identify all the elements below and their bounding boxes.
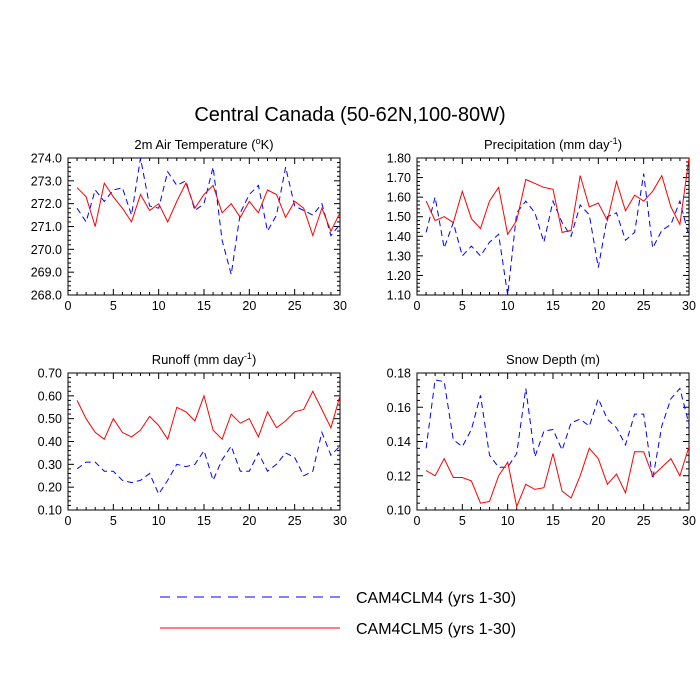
figure-title: Central Canada (50-62N,100-80W) bbox=[194, 104, 505, 126]
x-tick-label: 30 bbox=[333, 299, 347, 313]
y-tick-label: 274.0 bbox=[31, 152, 62, 166]
x-tick-label: 10 bbox=[152, 514, 166, 528]
x-tick-label: 20 bbox=[242, 514, 256, 528]
y-tick-label: 1.60 bbox=[387, 191, 411, 205]
x-tick-label: 15 bbox=[546, 299, 560, 313]
plot-frame bbox=[67, 372, 341, 511]
x-tick-label: 15 bbox=[546, 514, 560, 528]
panel-title-text: Precipitation (mm day bbox=[484, 137, 610, 152]
x-tick-label: 25 bbox=[637, 299, 651, 313]
x-tick-label: 10 bbox=[152, 299, 166, 313]
y-tick-label: 268.0 bbox=[31, 289, 62, 303]
y-tick-label: 273.0 bbox=[31, 174, 62, 188]
y-tick-label: 0.10 bbox=[38, 504, 62, 518]
x-tick-label: 0 bbox=[414, 514, 421, 528]
series-cam4clm5-line bbox=[76, 181, 340, 238]
panel-title: Runoff (mm day-1) bbox=[152, 351, 257, 367]
x-tick-label: 15 bbox=[197, 514, 211, 528]
panel-title: 2m Air Temperature (oK) bbox=[134, 136, 273, 152]
legend: CAM4CLM4 (yrs 1-30) CAM4CLM5 (yrs 1-30) bbox=[160, 590, 516, 638]
y-tick-label: 0.18 bbox=[387, 367, 411, 381]
panel-title-superscript: -1 bbox=[244, 351, 252, 361]
panel-title: Snow Depth (m) bbox=[506, 352, 600, 367]
panel-title-text: Runoff (mm day bbox=[152, 352, 245, 367]
y-tick-label: 1.80 bbox=[387, 152, 411, 166]
x-tick-label: 20 bbox=[242, 299, 256, 313]
x-tick-label: 10 bbox=[501, 299, 515, 313]
x-tick-label: 0 bbox=[414, 299, 421, 313]
x-tick-label: 20 bbox=[591, 514, 605, 528]
series-cam4clm4-line bbox=[76, 430, 340, 496]
panel-title-text: Snow Depth (m) bbox=[506, 352, 600, 367]
y-tick-label: 0.14 bbox=[387, 435, 411, 449]
x-tick-label: 30 bbox=[682, 299, 696, 313]
legend-label-cam4clm4: CAM4CLM4 (yrs 1-30) bbox=[356, 590, 516, 607]
x-tick-label: 10 bbox=[501, 514, 515, 528]
y-tick-label: 0.60 bbox=[38, 389, 62, 403]
y-tick-label: 270.0 bbox=[31, 243, 62, 257]
y-tick-label: 269.0 bbox=[31, 266, 62, 280]
y-tick-label: 271.0 bbox=[31, 220, 62, 234]
x-tick-label: 5 bbox=[110, 299, 117, 313]
y-tick-label: 0.16 bbox=[387, 401, 411, 415]
chart-panel-1: Precipitation (mm day-1) 0 5 10 15 20 25 30 1.10… bbox=[387, 136, 696, 313]
plot-frame bbox=[416, 157, 690, 296]
y-tick-label: 272.0 bbox=[31, 197, 62, 211]
x-tick-label: 0 bbox=[65, 299, 72, 313]
y-tick-label: 1.20 bbox=[387, 269, 411, 283]
x-tick-label: 25 bbox=[637, 514, 651, 528]
y-tick-label: 0.30 bbox=[38, 458, 62, 472]
panel-title-text: 2m Air Temperature ( bbox=[134, 137, 256, 152]
chart-panel-0: 2m Air Temperature (oK) 0 5 10 15 20 25 30 268.0… bbox=[31, 136, 347, 313]
panel-title-superscript: o bbox=[256, 136, 261, 146]
x-tick-label: 15 bbox=[197, 299, 211, 313]
x-tick-label: 5 bbox=[110, 514, 117, 528]
y-tick-label: 1.40 bbox=[387, 230, 411, 244]
series-cam4clm5-line bbox=[425, 446, 689, 509]
y-tick-label: 0.10 bbox=[387, 504, 411, 518]
y-tick-label: 1.50 bbox=[387, 210, 411, 224]
y-tick-label: 0.12 bbox=[387, 469, 411, 483]
x-tick-label: 0 bbox=[65, 514, 72, 528]
chart-panel-2: Runoff (mm day-1) 0 5 10 15 20 25 30 0.10 0.20 0.3… bbox=[38, 351, 347, 528]
chart-panel-3: Snow Depth (m) 0 5 10 15 20 25 30 0.10 0.12 0.14 0.… bbox=[387, 352, 696, 528]
y-tick-label: 0.50 bbox=[38, 412, 62, 426]
y-tick-label: 0.20 bbox=[38, 481, 62, 495]
x-tick-label: 25 bbox=[288, 299, 302, 313]
x-tick-label: 30 bbox=[682, 514, 696, 528]
series-cam4clm4-line bbox=[425, 379, 689, 480]
series-cam4clm5-line bbox=[76, 390, 340, 441]
panel-title-suffix: K) bbox=[261, 137, 274, 152]
panels: 2m Air Temperature (oK) 0 5 10 15 20 25 30 268.0… bbox=[31, 136, 696, 528]
y-tick-label: 1.70 bbox=[387, 171, 411, 185]
x-tick-label: 5 bbox=[459, 299, 466, 313]
x-tick-label: 5 bbox=[459, 514, 466, 528]
panel-title-superscript: -1 bbox=[610, 136, 618, 146]
x-tick-label: 25 bbox=[288, 514, 302, 528]
series-cam4clm5-line bbox=[425, 158, 689, 236]
plot-frame bbox=[416, 372, 690, 511]
y-tick-label: 0.70 bbox=[38, 367, 62, 381]
y-tick-label: 1.30 bbox=[387, 249, 411, 263]
x-tick-label: 30 bbox=[333, 514, 347, 528]
series-cam4clm4-line bbox=[425, 173, 689, 295]
plot-frame bbox=[67, 157, 341, 296]
series-cam4clm4-line bbox=[76, 158, 340, 275]
y-tick-label: 0.40 bbox=[38, 435, 62, 449]
legend-label-cam4clm5: CAM4CLM5 (yrs 1-30) bbox=[356, 621, 516, 638]
panel-title-suffix: ) bbox=[252, 352, 256, 367]
x-tick-label: 20 bbox=[591, 299, 605, 313]
panel-title-suffix: ) bbox=[618, 137, 622, 152]
panel-title: Precipitation (mm day-1) bbox=[484, 136, 622, 152]
y-tick-label: 1.10 bbox=[387, 289, 411, 303]
